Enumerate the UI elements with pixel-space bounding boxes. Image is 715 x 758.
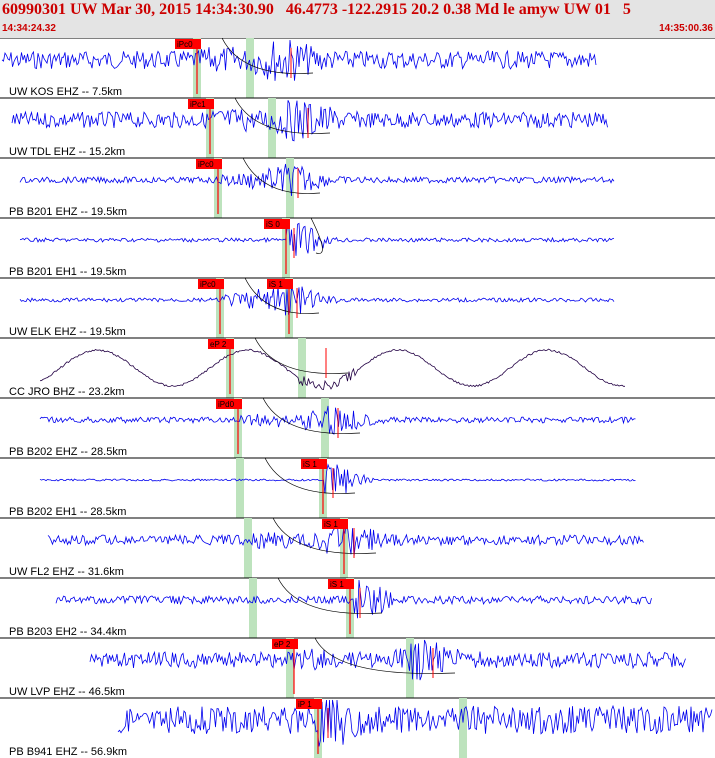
pick-flag[interactable] [264, 219, 290, 229]
trace-row: iPd0 PB B202 EHZ -- 28.5km [0, 397, 715, 458]
station-label: PB B201 EHZ -- 19.5km [9, 206, 127, 218]
waveform [1, 39, 597, 81]
phase-band [244, 518, 252, 578]
arrival-curve [264, 457, 356, 494]
pick-label: iS 1 [303, 460, 317, 469]
trace-row: iS 1 PB B203 EH2 -- 34.4km [0, 577, 715, 638]
trace-row: iP 1 PB B941 EHZ -- 56.9km [0, 697, 715, 758]
pick-flag[interactable] [272, 639, 298, 649]
trace-row: eP 2 CC JRO BHZ -- 23.2km [0, 337, 715, 398]
pick-label: iPd0 [218, 400, 235, 409]
trace-row: eP 2 UW LVP EHZ -- 46.5km [0, 637, 715, 698]
waveform [11, 100, 608, 142]
phase-band [286, 158, 294, 218]
pick-flag[interactable] [322, 519, 348, 529]
pick-flag[interactable] [216, 399, 242, 409]
pick-label: iS 1 [330, 580, 344, 589]
pick-flag[interactable] [196, 159, 222, 169]
event-title: 60990301 UW Mar 30, 2015 14:34:30.90 46.… [2, 1, 631, 18]
trace-row: iPc1 UW TDL EHZ -- 15.2km [0, 97, 715, 158]
waveform [39, 463, 636, 494]
pick-label: iPc0 [200, 280, 216, 289]
event-header: 60990301 UW Mar 30, 2015 14:34:30.90 46.… [0, 0, 715, 38]
arrival-curve [277, 577, 383, 614]
station-label: UW LVP EHZ -- 46.5km [9, 686, 125, 698]
arrival-curve [272, 517, 377, 554]
station-label: PB B203 EH2 -- 34.4km [9, 626, 126, 638]
phase-band [246, 38, 254, 98]
station-label: UW KOS EHZ -- 7.5km [9, 86, 122, 98]
arrival-curve [254, 337, 349, 374]
arrival-curve [310, 217, 323, 254]
station-label: CC JRO BHZ -- 23.2km [9, 386, 125, 398]
waveform [89, 639, 686, 681]
pick-flag[interactable] [175, 39, 201, 49]
arrival-curve [221, 38, 314, 74]
pick-flag[interactable] [208, 339, 234, 349]
pick-flag[interactable] [188, 99, 214, 109]
waveform [19, 163, 615, 197]
pick-label: iS 0 [266, 220, 280, 229]
trace-row: iS 1 UW FL2 EHZ -- 31.6km [0, 517, 715, 578]
arrival-curve [242, 157, 321, 194]
trace-row: iPc0 PB B201 EHZ -- 19.5km [0, 157, 715, 218]
pick-label: iPc0 [177, 40, 193, 49]
pick-flag[interactable] [328, 579, 354, 589]
pick-label: iP 1 [298, 700, 312, 709]
time-start: 14:34:24.32 [2, 23, 56, 34]
station-label: UW FL2 EHZ -- 31.6km [9, 566, 124, 578]
station-label: PB B941 EHZ -- 56.9km [9, 746, 127, 758]
pick-flag[interactable] [198, 279, 224, 289]
pick-flag[interactable] [296, 699, 322, 709]
pick-label: iPc0 [198, 160, 214, 169]
waveform [19, 220, 615, 256]
arrival-curve [262, 397, 361, 434]
pick-flag[interactable] [267, 279, 293, 289]
pick-label: iS 1 [269, 280, 283, 289]
pick-flag[interactable] [301, 459, 327, 469]
phase-band [249, 578, 257, 638]
trace-row: iPc0 iS 1 UW ELK EHZ -- 19.5km [0, 277, 715, 338]
arrival-curve [244, 277, 320, 314]
seismogram-panel: iPc0 UW KOS EHZ -- 7.5km iPc1 UW TDL EHZ --… [0, 38, 715, 758]
trace-row: iS 0 PB B201 EH1 -- 19.5km [0, 217, 715, 278]
waveform [55, 579, 652, 619]
trace-row: iPc0 UW KOS EHZ -- 7.5km [0, 38, 715, 98]
phase-band [286, 638, 294, 698]
station-label: PB B202 EH1 -- 28.5km [9, 506, 126, 518]
waveform [19, 286, 615, 316]
station-label: PB B202 EHZ -- 28.5km [9, 446, 127, 458]
pick-label: iS 1 [324, 520, 338, 529]
waveform [39, 348, 625, 390]
waveform [117, 699, 713, 747]
phase-band [459, 698, 467, 758]
arrival-curve [314, 637, 456, 674]
trace-row: iS 1 PB B202 EH1 -- 28.5km [0, 457, 715, 518]
station-label: UW ELK EHZ -- 19.5km [9, 326, 126, 338]
phase-band [236, 458, 244, 518]
phase-band [298, 338, 306, 398]
pick-label: eP 2 [210, 340, 227, 349]
phase-band [321, 398, 329, 458]
time-end: 14:35:00.36 [659, 23, 713, 34]
pick-label: iPc1 [190, 100, 206, 109]
arrival-curve [234, 97, 331, 134]
station-label: UW TDL EHZ -- 15.2km [9, 146, 125, 158]
station-label: PB B201 EH1 -- 19.5km [9, 266, 126, 278]
pick-label: eP 2 [274, 640, 291, 649]
